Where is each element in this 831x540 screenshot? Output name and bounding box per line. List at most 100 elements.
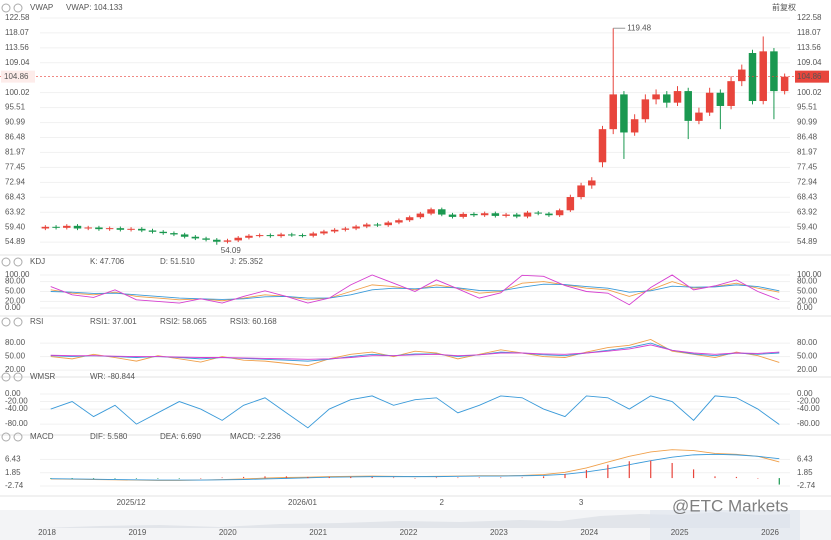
histogram-bar bbox=[178, 478, 180, 479]
legend-entry: WR: -80.844 bbox=[90, 372, 135, 381]
histogram-bar bbox=[221, 477, 223, 479]
panel-icon[interactable] bbox=[1, 3, 11, 13]
candle-body bbox=[738, 69, 746, 82]
y-tick-label: 118.07 bbox=[797, 28, 821, 37]
y-tick-label: 80.00 bbox=[797, 277, 818, 286]
y-tick-label: 68.43 bbox=[797, 192, 818, 201]
candle-body bbox=[620, 94, 628, 133]
y-tick-label: 72.94 bbox=[797, 177, 818, 186]
histogram-bar bbox=[607, 464, 609, 479]
y-tick-label: -80.00 bbox=[5, 419, 28, 428]
candle-body bbox=[641, 99, 650, 120]
legend-entry: RSI3: 60.168 bbox=[230, 317, 277, 326]
panel-icon[interactable] bbox=[13, 432, 23, 442]
candle-body bbox=[320, 231, 328, 234]
candle-body bbox=[116, 228, 125, 230]
y-tick-label: -40.00 bbox=[797, 404, 820, 413]
candle-body bbox=[255, 235, 264, 237]
y-tick-label: 50.00 bbox=[797, 287, 818, 296]
y-tick-label: 109.04 bbox=[5, 58, 30, 67]
candle-body bbox=[298, 235, 307, 237]
min-annotation: 54.09 bbox=[221, 246, 242, 255]
candle-body bbox=[705, 92, 714, 113]
candle-body bbox=[288, 234, 296, 236]
panel-icon[interactable] bbox=[1, 372, 11, 382]
candle-body bbox=[491, 213, 500, 216]
histogram-bar bbox=[200, 478, 202, 479]
candle-body bbox=[588, 180, 596, 186]
last-price-box bbox=[795, 70, 829, 83]
legend-entry: K: 47.706 bbox=[90, 257, 125, 266]
last-price-box bbox=[1, 70, 35, 83]
adjust-label[interactable]: 前复权 bbox=[772, 2, 796, 12]
candle-body bbox=[780, 76, 789, 92]
timeline-label: 2026 bbox=[761, 528, 779, 537]
y-tick-label: 0.00 bbox=[5, 303, 21, 312]
indicator-line bbox=[50, 281, 780, 302]
y-tick-label: 109.04 bbox=[797, 58, 822, 67]
candle-body bbox=[84, 227, 92, 229]
y-tick-label: 6.43 bbox=[5, 455, 21, 464]
candle-body bbox=[652, 94, 660, 100]
histogram-bar bbox=[392, 477, 395, 479]
candle-body bbox=[148, 230, 157, 232]
histogram-bar bbox=[328, 476, 330, 479]
y-tick-label: 100.00 bbox=[5, 270, 30, 279]
candle-body bbox=[502, 214, 510, 216]
panel-icon[interactable] bbox=[13, 317, 23, 327]
candle-body bbox=[577, 185, 585, 198]
candle-body bbox=[598, 129, 607, 163]
candle-body bbox=[770, 51, 778, 92]
y-tick-label: 0.00 bbox=[797, 389, 813, 398]
indicator-line bbox=[50, 274, 780, 306]
x-tick-label: 2026/01 bbox=[288, 498, 317, 507]
panel-icon[interactable] bbox=[1, 432, 11, 442]
histogram-bar bbox=[71, 478, 73, 479]
candle-body bbox=[73, 225, 82, 229]
panel-icon[interactable] bbox=[13, 372, 23, 382]
max-annotation: 119.48 bbox=[627, 23, 651, 32]
y-tick-label: 81.97 bbox=[797, 148, 818, 157]
candle-body bbox=[63, 225, 71, 228]
legend-entry: RSI1: 37.001 bbox=[90, 317, 137, 326]
y-tick-label: 54.89 bbox=[797, 237, 818, 246]
timeline-label: 2025 bbox=[671, 528, 689, 537]
panel-icon[interactable] bbox=[1, 317, 11, 327]
y-tick-label: -20.00 bbox=[5, 397, 28, 406]
histogram-bar bbox=[650, 460, 652, 479]
candle-body bbox=[427, 209, 435, 214]
candle-body bbox=[448, 214, 457, 217]
last-price-label: 104.86 bbox=[797, 72, 822, 81]
y-tick-label: 0.00 bbox=[5, 389, 21, 398]
candle-body bbox=[373, 224, 382, 226]
y-tick-label: 100.00 bbox=[797, 270, 822, 279]
legend-entry: D: 51.510 bbox=[160, 257, 195, 266]
legend-entry: RSI2: 58.065 bbox=[160, 317, 207, 326]
timeline-window[interactable] bbox=[650, 510, 800, 540]
histogram-bar bbox=[478, 477, 480, 479]
panel-icon[interactable] bbox=[13, 3, 23, 13]
y-tick-label: 81.97 bbox=[5, 148, 26, 157]
y-tick-label: 86.48 bbox=[797, 133, 818, 142]
panel-icon[interactable] bbox=[1, 257, 11, 267]
y-tick-label: 72.94 bbox=[5, 177, 26, 186]
histogram-bar bbox=[671, 462, 673, 479]
timeline-label: 2024 bbox=[580, 528, 598, 537]
y-tick-label: 100.02 bbox=[797, 88, 822, 97]
candle-body bbox=[213, 239, 221, 242]
histogram-bar bbox=[692, 469, 695, 479]
panel-icon[interactable] bbox=[13, 257, 23, 267]
candle-body bbox=[555, 210, 564, 216]
candle-body bbox=[673, 91, 682, 103]
y-tick-label: 50.00 bbox=[797, 352, 818, 361]
candle-body bbox=[438, 209, 446, 215]
y-tick-label: 95.51 bbox=[5, 103, 26, 112]
y-tick-label: 100.02 bbox=[5, 88, 30, 97]
candle-body bbox=[727, 81, 735, 106]
panel-title: RSI bbox=[30, 317, 43, 326]
y-tick-label: -2.74 bbox=[797, 481, 816, 490]
y-tick-label: 0.00 bbox=[797, 303, 813, 312]
candle-body bbox=[266, 235, 275, 237]
panel-title: MACD bbox=[30, 432, 54, 441]
